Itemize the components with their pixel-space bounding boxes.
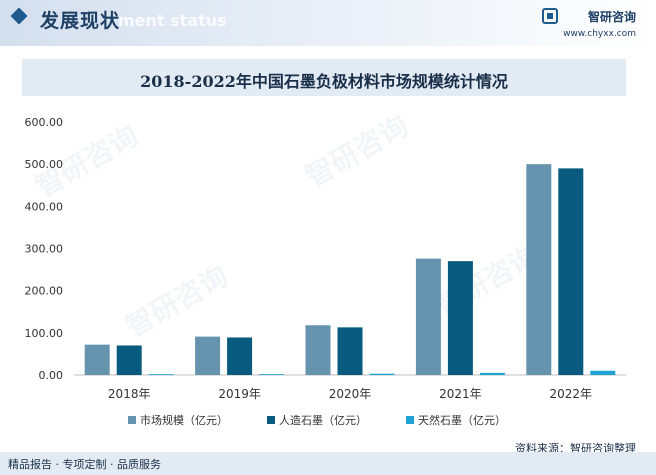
diamond-icon (10, 7, 28, 25)
legend-item-artificial-graphite: 人造石墨（亿元） (267, 412, 367, 428)
bar-3 (369, 373, 395, 375)
chart-legend: 市场规模（亿元） 人造石墨（亿元） 天然石墨（亿元） (0, 412, 656, 432)
bar-2 (447, 261, 473, 375)
footer-band: 精品报告 · 专项定制 · 品质服务 (0, 452, 656, 475)
section-title: 发展现状 (40, 10, 121, 32)
y-tick-label: 200.00 (25, 285, 64, 298)
x-tick-label: 2018年 (108, 387, 151, 401)
bar-3 (479, 372, 505, 375)
brand-logo-icon (542, 8, 558, 24)
y-tick-label: 100.00 (25, 327, 64, 340)
legend-label: 市场规模（亿元） (140, 414, 228, 427)
source-note: 资料来源：智研咨询整理 (515, 442, 636, 455)
x-tick-label: 2019年 (218, 387, 261, 401)
y-tick-label: 600.00 (25, 116, 64, 129)
legend-item-market-size: 市场规模（亿元） (128, 412, 228, 428)
y-tick-label: 400.00 (25, 200, 64, 213)
bar-1 (415, 258, 441, 375)
bar-2 (116, 345, 142, 375)
section-subtitle: ment status (118, 11, 227, 30)
y-tick-label: 500.00 (25, 158, 64, 171)
bar-3 (148, 374, 174, 375)
legend-item-natural-graphite: 天然石墨（亿元） (406, 412, 506, 428)
bar-1 (195, 336, 221, 375)
legend-swatch (128, 416, 136, 424)
y-tick-label: 0.00 (39, 369, 64, 382)
bar-2 (227, 337, 253, 375)
y-tick-label: 300.00 (25, 243, 64, 256)
brand-block: 智研咨询 www.chyxx.com (542, 8, 636, 39)
brand-name: 智研咨询 (587, 10, 636, 24)
bar-3 (590, 370, 616, 375)
bar-3 (259, 374, 285, 375)
x-tick-label: 2021年 (439, 387, 482, 401)
bar-2 (558, 168, 584, 375)
bar-2 (337, 327, 363, 375)
header-band: 发展现状 ment status 智研咨询 www.chyxx.com (0, 0, 656, 46)
bar-1 (84, 344, 110, 375)
x-tick-label: 2020年 (329, 387, 372, 401)
chart-title-band: 2018-2022年中国石墨负极材料市场规模统计情况 (22, 59, 626, 96)
legend-label: 天然石墨（亿元） (418, 414, 506, 427)
bar-1 (526, 164, 552, 375)
chart-title: 2018-2022年中国石墨负极材料市场规模统计情况 (140, 72, 508, 91)
legend-swatch (406, 416, 414, 424)
legend-swatch (267, 416, 275, 424)
x-tick-label: 2022年 (550, 387, 593, 401)
legend-label: 人造石墨（亿元） (279, 414, 367, 427)
footer-text: 精品报告 · 专项定制 · 品质服务 (8, 458, 161, 471)
brand-url: www.chyxx.com (563, 29, 636, 39)
bar-1 (305, 325, 331, 375)
bar-chart: 0.00 100.00 200.00 300.00 400.00 500.00 600.00… (25, 116, 626, 401)
